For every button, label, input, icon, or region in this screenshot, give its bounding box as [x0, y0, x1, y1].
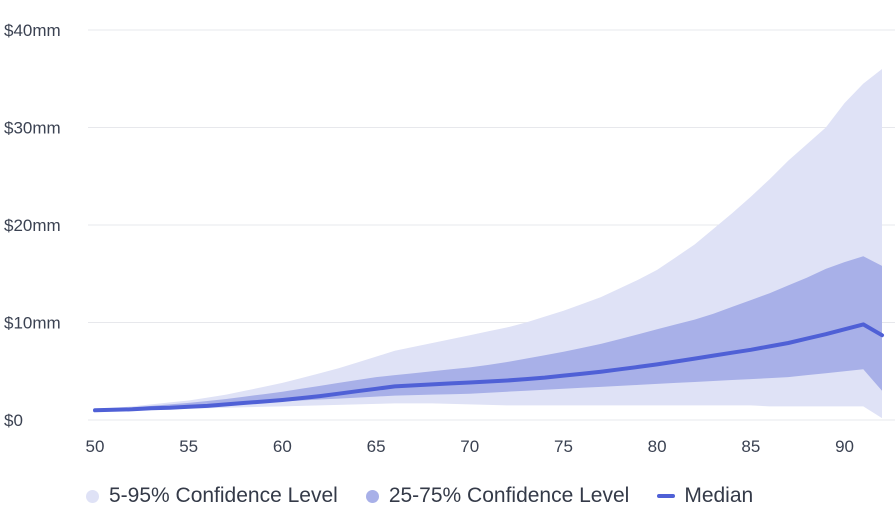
legend-label-median: Median [684, 484, 754, 507]
x-tick-label: 90 [835, 437, 854, 456]
legend-swatch-5-95 [86, 489, 99, 503]
y-tick-label: $30mm [4, 119, 61, 138]
y-tick-label: $40mm [4, 21, 61, 40]
y-tick-label: $20mm [4, 216, 61, 235]
y-tick-label: $10mm [4, 314, 61, 333]
y-tick-label: $0 [4, 411, 23, 430]
legend-label-5-95: 5-95% Confidence Level [109, 484, 338, 507]
legend-item-5-95[interactable]: 5-95% Confidence Level [86, 484, 338, 508]
median-line [93, 322, 884, 413]
band-25-75 [95, 256, 882, 412]
x-tick-label: 65 [367, 437, 386, 456]
x-tick-label: 50 [86, 437, 105, 456]
legend-swatch-25-75 [365, 489, 379, 503]
x-tick-label: 80 [648, 437, 667, 456]
legend-swatch-median [657, 494, 676, 498]
legend-label-25-75: 25-75% Confidence Level [388, 484, 630, 507]
x-tick-label: 75 [554, 437, 573, 456]
legend: 5-95% Confidence Level 25-75% Confidence… [86, 484, 753, 508]
x-tick-label: 60 [273, 437, 292, 456]
x-tick-label: 55 [179, 437, 198, 456]
legend-item-median[interactable]: Median [657, 484, 753, 508]
x-tick-label: 85 [741, 437, 760, 456]
x-tick-label: 70 [460, 437, 479, 456]
legend-item-25-75[interactable]: 25-75% Confidence Level [365, 484, 630, 508]
